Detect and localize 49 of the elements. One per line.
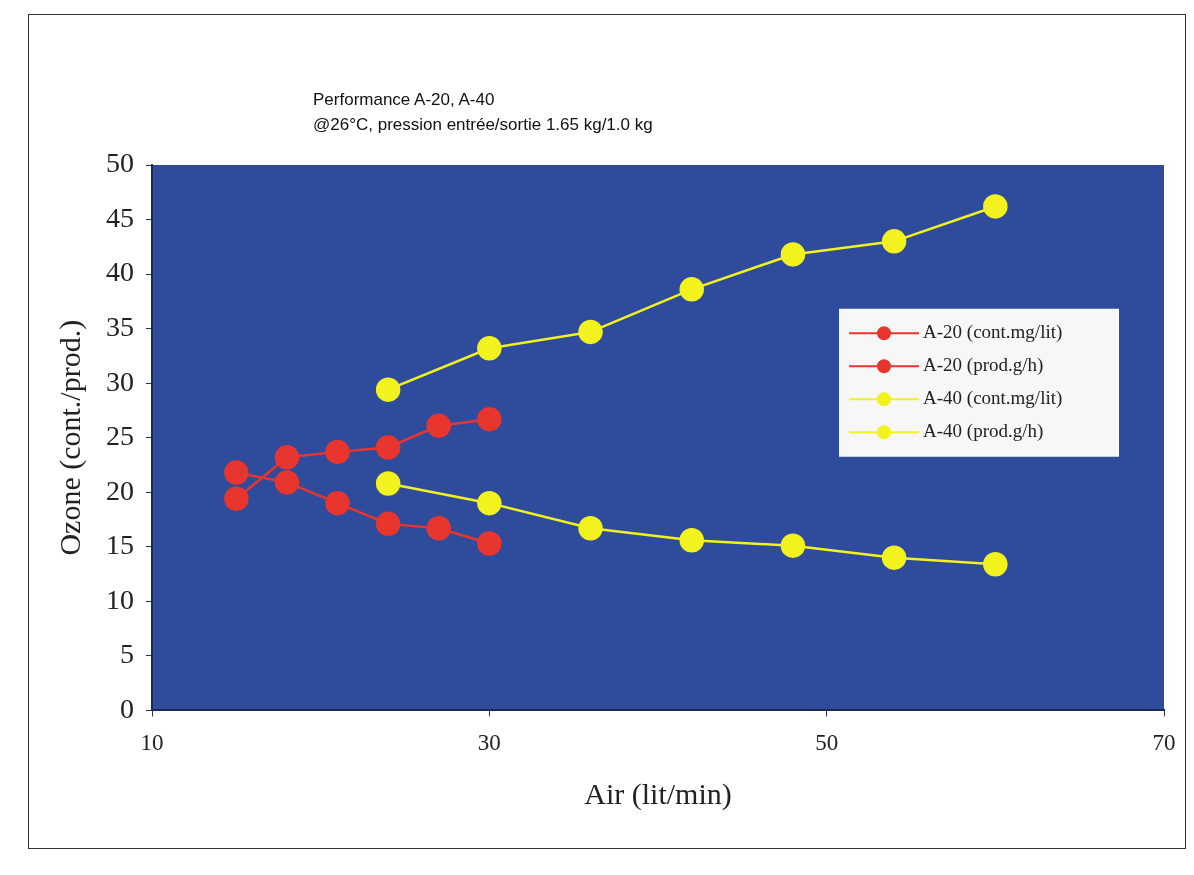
point <box>375 511 401 537</box>
y-tick-label: 15 <box>106 529 134 561</box>
x-tick-label: 10 <box>140 730 164 756</box>
y-tick-label: 35 <box>106 310 134 342</box>
point <box>274 470 300 495</box>
point <box>224 460 249 485</box>
point <box>325 439 350 465</box>
point <box>578 515 603 541</box>
point <box>477 531 502 556</box>
point <box>881 229 907 254</box>
y-tick-label: 40 <box>106 256 134 288</box>
y-tick-label: 25 <box>106 420 134 452</box>
point <box>477 336 502 361</box>
point <box>983 551 1008 577</box>
point <box>578 319 603 345</box>
point <box>426 515 451 541</box>
point <box>477 490 502 516</box>
legend-label: A-40 (cont.mg/lit) <box>923 387 1063 410</box>
y-tick-label: 0 <box>120 692 134 724</box>
y-tick-label: 45 <box>106 201 134 233</box>
point <box>224 486 249 512</box>
point <box>679 527 704 553</box>
point <box>780 242 806 267</box>
point <box>983 194 1008 219</box>
point <box>477 406 502 432</box>
y-tick-label: 50 <box>106 147 134 179</box>
point <box>375 471 401 496</box>
x-axis-title: Air (lit/min) <box>584 776 732 811</box>
point <box>426 413 451 438</box>
chart-subtitle: @26°C, pression entrée/sortie 1.65 kg/1.0 kg <box>313 115 653 135</box>
y-tick-label: 20 <box>106 474 134 506</box>
point <box>375 435 401 460</box>
legend-label: A-40 (prod.g/h) <box>923 420 1044 443</box>
x-tick-label: 70 <box>1152 730 1176 756</box>
point <box>325 490 350 516</box>
point <box>274 445 300 470</box>
point <box>375 377 401 402</box>
y-axis-title: Ozone (cont./prod.) <box>52 319 87 556</box>
legend-label: A-20 (cont.mg/lit) <box>923 321 1063 344</box>
y-tick-label: 30 <box>106 365 134 397</box>
x-tick-label: 30 <box>477 730 501 756</box>
point <box>881 545 907 570</box>
y-tick-label: 10 <box>106 583 134 615</box>
y-tick-label: 5 <box>120 638 134 670</box>
chart-title: Performance A-20, A-40 <box>313 90 495 110</box>
point <box>780 533 806 558</box>
point <box>679 277 704 302</box>
legend-label: A-20 (prod.g/h) <box>923 354 1044 377</box>
x-tick-label: 50 <box>815 730 839 756</box>
